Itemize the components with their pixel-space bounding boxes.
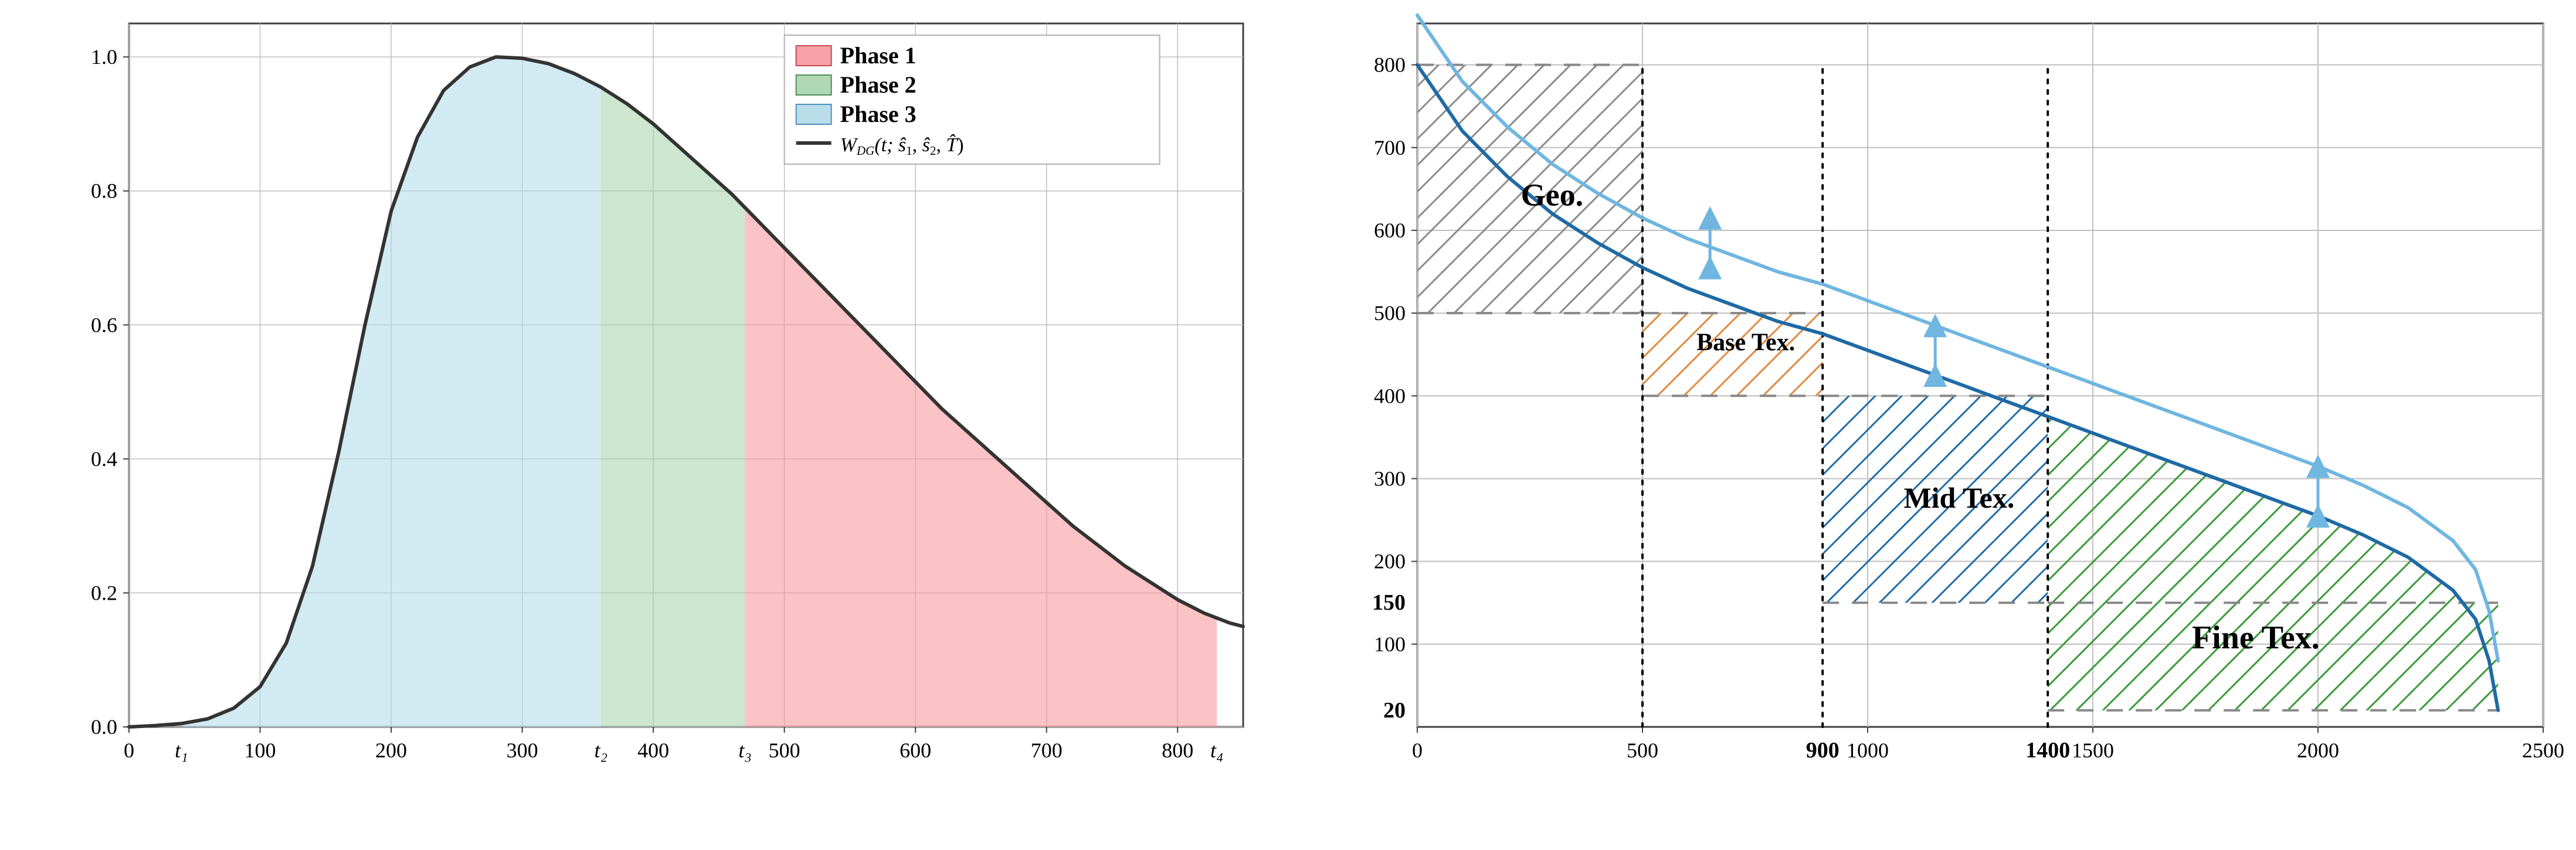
svg-text:900: 900	[1806, 738, 1839, 763]
svg-text:600: 600	[1374, 219, 1406, 242]
svg-text:Phase 2: Phase 2	[840, 72, 917, 98]
svg-text:700: 700	[1374, 136, 1406, 159]
svg-text:Phase 3: Phase 3	[840, 101, 917, 127]
svg-text:800: 800	[1162, 739, 1193, 762]
svg-text:300: 300	[1374, 467, 1406, 490]
svg-text:400: 400	[637, 739, 669, 762]
svg-text:t₁: t₁	[175, 739, 188, 762]
svg-text:t₂: t₂	[594, 739, 607, 762]
svg-text:0.8: 0.8	[91, 179, 117, 203]
svg-text:Phase 1: Phase 1	[840, 42, 917, 69]
svg-text:0.6: 0.6	[91, 313, 117, 336]
svg-text:100: 100	[1374, 633, 1406, 656]
svg-text:t₄: t₄	[1210, 739, 1224, 762]
svg-text:200: 200	[1374, 550, 1406, 573]
svg-text:400: 400	[1374, 384, 1406, 407]
svg-text:700: 700	[1031, 739, 1063, 762]
svg-text:0.2: 0.2	[91, 581, 117, 604]
svg-text:500: 500	[1627, 739, 1658, 762]
svg-text:0.4: 0.4	[91, 447, 117, 471]
svg-text:100: 100	[245, 739, 276, 762]
left-phase-svg: 0 100 200 300 400 500 600 700 800 t₁ t₂ t₃ t₄ 0.0 0.2 0…	[0, 0, 1288, 850]
svg-text:300: 300	[507, 739, 538, 762]
left-phase-chart: 0 100 200 300 400 500 600 700 800 t₁ t₂ t₃ t₄ 0.0 0.2 0…	[0, 0, 1288, 850]
svg-text:1000: 1000	[1847, 739, 1889, 762]
svg-text:0.0: 0.0	[91, 715, 117, 739]
svg-text:500: 500	[1374, 301, 1406, 325]
svg-text:500: 500	[769, 739, 800, 762]
svg-text:2000: 2000	[2297, 739, 2339, 762]
svg-text:Geo.: Geo.	[1521, 178, 1583, 213]
svg-text:150: 150	[1372, 590, 1406, 615]
svg-text:0: 0	[1412, 739, 1423, 762]
svg-text:1.0: 1.0	[91, 45, 117, 69]
svg-text:20: 20	[1383, 698, 1406, 723]
svg-text:Fine Tex.: Fine Tex.	[2192, 620, 2320, 656]
svg-text:Base Tex.: Base Tex.	[1696, 329, 1795, 356]
svg-text:800: 800	[1374, 53, 1406, 77]
svg-text:t₃: t₃	[738, 739, 752, 762]
right-stage-svg: 0 500 1000 1500 2000 2500 900 1400 100 200 300 400 5…	[1288, 0, 2576, 850]
svg-text:0: 0	[124, 739, 134, 762]
right-stage-chart: 0 500 1000 1500 2000 2500 900 1400 100 200 300 400 5…	[1288, 0, 2576, 850]
svg-text:1500: 1500	[2072, 739, 2114, 762]
svg-text:Mid Tex.: Mid Tex.	[1903, 481, 2014, 514]
panels: 0100200300400500600700800t₁t₂t₃t₄0.00.20…	[0, 0, 2576, 850]
svg-text:200: 200	[375, 739, 407, 762]
svg-text:1400: 1400	[2025, 738, 2070, 763]
svg-text:600: 600	[900, 739, 931, 762]
svg-text:2500: 2500	[2522, 739, 2564, 762]
